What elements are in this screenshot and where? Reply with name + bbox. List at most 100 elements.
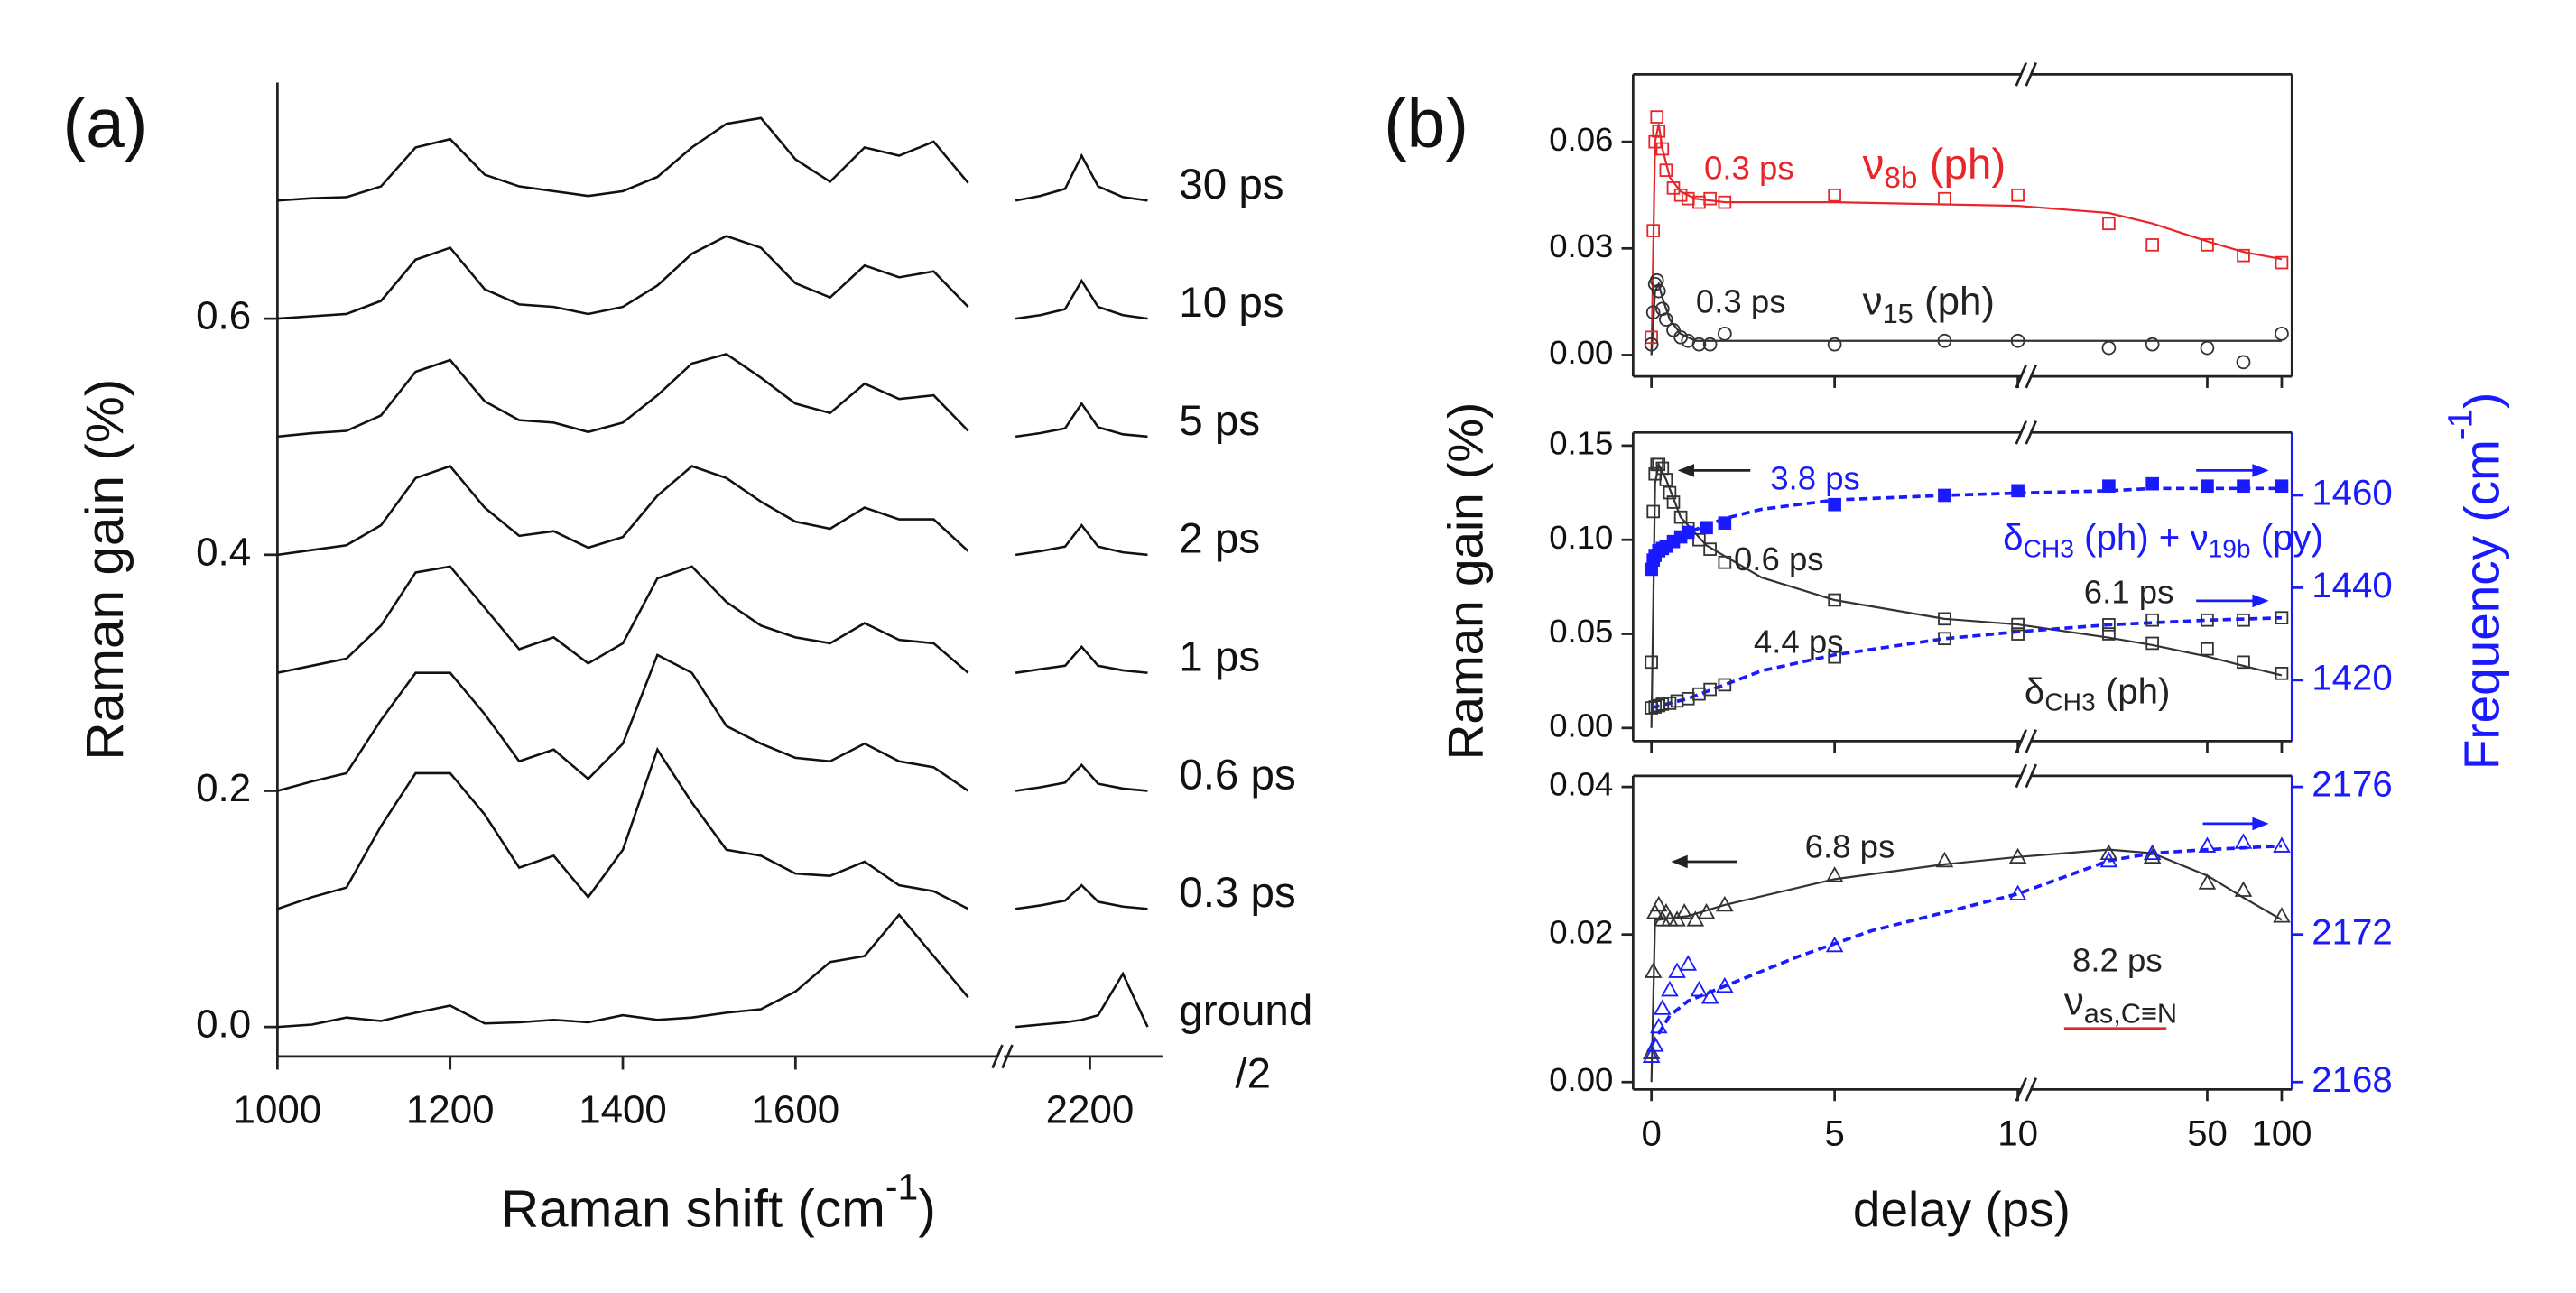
marker-triangle	[2273, 836, 2291, 853]
marker-triangle	[2099, 844, 2118, 861]
subscript: as,C≡N	[2084, 998, 2177, 1030]
axis-break	[2025, 1077, 2037, 1102]
fit-line-dashed	[1650, 844, 2283, 1047]
x-tick-label: 1000	[234, 1088, 322, 1132]
annotation: 6.8 ps	[1805, 827, 1895, 864]
axis-break	[2025, 729, 2037, 753]
marker-square	[1718, 555, 1732, 569]
marker-circle	[2236, 355, 2251, 370]
x-tick-label: 10	[1997, 1113, 2038, 1153]
x-axis-label: Raman shift (cm-1)	[501, 1166, 936, 1239]
annotation: 0.3 ps	[1704, 149, 1794, 186]
axis-break	[1001, 1044, 1014, 1069]
trace-label: 5 ps	[1179, 397, 1260, 445]
text-part: (ph)	[1913, 279, 1995, 323]
trace-label: 30 ps	[1179, 161, 1283, 208]
text-part: δ	[2003, 517, 2023, 558]
marker-triangle	[1716, 976, 1734, 993]
y-tick-label: 0.10	[1549, 519, 1613, 556]
y-tick-label: 0.15	[1549, 425, 1613, 462]
fit-line	[1650, 124, 2283, 356]
spectrum	[1015, 523, 1148, 557]
text-part: (ph) + ν	[2074, 517, 2209, 558]
marker-square	[1703, 191, 1717, 206]
marker-triangle	[2273, 907, 2291, 923]
arrow-head	[1677, 464, 1695, 477]
y-tick-label: 0.03	[1549, 227, 1613, 264]
marker-square	[2237, 248, 2250, 263]
marker-square	[2275, 667, 2289, 680]
marker-triangle	[1644, 962, 1663, 978]
annotation: νas,C≡N	[2064, 979, 2177, 1030]
marker-square	[1645, 655, 1658, 670]
text-part: ν	[1863, 279, 1883, 323]
marker-square	[1681, 525, 1695, 540]
marker-square	[1828, 593, 1841, 607]
axis-break	[2025, 364, 2037, 389]
annotation: 8.2 ps	[2072, 941, 2163, 978]
panel-label: (a)	[63, 85, 148, 162]
marker-circle	[1673, 329, 1688, 345]
spectrum	[277, 353, 969, 439]
spectrum	[1015, 278, 1148, 320]
spectrum	[1015, 971, 1149, 1029]
marker-square	[1938, 488, 1951, 503]
marker-square	[1646, 504, 1660, 519]
text-part: Frequency (cm	[2453, 439, 2509, 770]
trace-label: 10 ps	[1179, 279, 1283, 327]
marker-triangle	[1935, 851, 1954, 868]
spectrum	[1015, 402, 1148, 439]
y-tick-label: 0.2	[196, 766, 251, 810]
x-tick-label: 50	[2187, 1113, 2228, 1153]
annotation: 3.8 ps	[1770, 459, 1860, 496]
y2-tick-label: 2176	[2312, 764, 2393, 805]
axis-break	[991, 1044, 1004, 1069]
supscript: -1	[2442, 409, 2480, 439]
trace-note: /2	[1235, 1050, 1271, 1098]
marker-circle	[2200, 340, 2215, 356]
marker-triangle	[1825, 866, 1844, 882]
y2-axis-label: Frequency (cm-1)	[2442, 393, 2509, 770]
marker-triangle	[2234, 833, 2253, 849]
marker-square	[2145, 476, 2159, 491]
text-part: ν	[1863, 140, 1885, 188]
marker-circle	[1645, 305, 1661, 320]
marker-square	[1938, 191, 1951, 206]
marker-triangle	[1716, 895, 1734, 912]
marker-square	[1673, 188, 1688, 202]
annotation: 0.6 ps	[1734, 540, 1824, 577]
y2-tick-label: 1420	[2312, 657, 2393, 697]
y2-tick-label: 1440	[2312, 565, 2393, 605]
spectrum	[1015, 762, 1148, 792]
y-axis-label: Raman gain (%)	[1438, 402, 1494, 760]
text-part: 0.3 ps	[1696, 282, 1786, 319]
marker-square	[2201, 238, 2214, 252]
marker-triangle	[2234, 881, 2253, 897]
spectrum	[277, 565, 969, 674]
x-tick-label: 5	[1824, 1113, 1844, 1153]
trace-label: 2 ps	[1179, 515, 1260, 563]
spectrum	[1015, 883, 1148, 910]
marker-square	[1652, 457, 1666, 472]
marker-triangle	[1700, 988, 1719, 1004]
marker-square	[2011, 188, 2025, 202]
marker-triangle	[1649, 895, 1668, 912]
marker-square	[2011, 627, 2025, 641]
marker-triangle	[1675, 903, 1693, 919]
marker-circle	[1651, 283, 1666, 299]
marker-square	[1828, 188, 1841, 202]
text-part: 8.2 ps	[2072, 941, 2163, 978]
trace-label: 0.6 ps	[1179, 751, 1296, 799]
y-tick-label: 0.4	[196, 530, 251, 574]
marker-triangle	[2099, 851, 2118, 868]
text-part: δ	[2025, 670, 2044, 711]
trace-label: 1 ps	[1179, 633, 1260, 681]
marker-square	[1703, 682, 1717, 697]
y-tick-label: 0.6	[196, 294, 251, 338]
x-tick-label: 1600	[752, 1088, 840, 1132]
marker-triangle	[2008, 847, 2027, 864]
annotation: 0.3 ps	[1696, 282, 1786, 319]
marker-circle	[1659, 312, 1673, 327]
marker-circle	[2275, 326, 2289, 341]
